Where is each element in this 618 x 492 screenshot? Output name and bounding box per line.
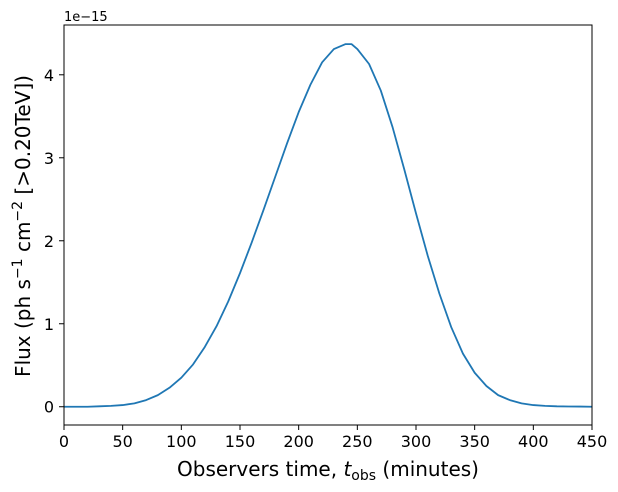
y-tick-label: 3 — [44, 149, 54, 168]
plot-frame — [63, 24, 593, 426]
x-tick-label: 250 — [342, 432, 373, 451]
x-tick-label: 450 — [577, 432, 608, 451]
flux-curve-line — [64, 43, 593, 408]
x-tick-label: 400 — [518, 432, 549, 451]
y-tick-label: 4 — [44, 66, 54, 85]
y-tick-label: 1 — [44, 315, 54, 334]
y-offset-label: 1e−15 — [64, 10, 108, 25]
x-axis-ticks: 0 50 100 150 200 250 300 350 400 450 — [59, 425, 607, 451]
x-axis-label: Observers time, tobs (minutes) — [177, 457, 479, 484]
y-axis-ticks: 0 1 2 3 4 — [44, 66, 64, 417]
x-tick-label: 150 — [225, 432, 256, 451]
x-tick-label: 50 — [112, 432, 132, 451]
plot-area — [64, 25, 592, 425]
x-tick-label: 350 — [459, 432, 490, 451]
y-tick-label: 0 — [44, 398, 54, 417]
x-tick-label: 0 — [59, 432, 69, 451]
y-tick-label: 2 — [44, 232, 54, 251]
y-axis-label: Flux (ph s−1 cm−2 [>0.20TeV]) — [10, 75, 35, 377]
x-tick-label: 200 — [283, 432, 314, 451]
x-tick-label: 100 — [166, 432, 197, 451]
x-tick-label: 300 — [401, 432, 432, 451]
curve-layer — [64, 43, 593, 408]
